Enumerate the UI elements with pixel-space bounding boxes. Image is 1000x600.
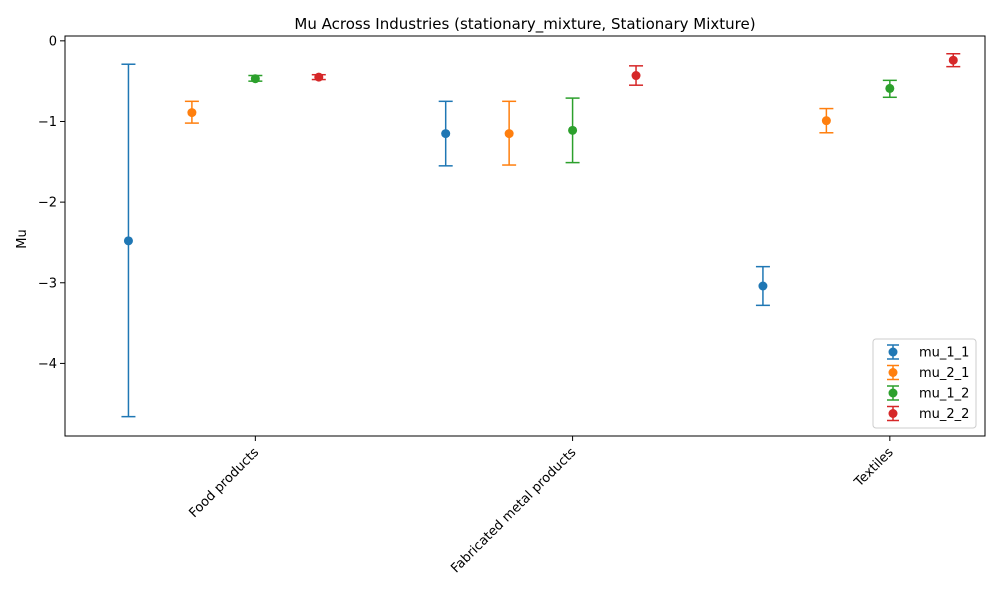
chart-title: Mu Across Industries (stationary_mixture…: [294, 15, 755, 34]
legend: mu_1_1 mu_2_1 mu_1_2 mu_2_2: [872, 338, 977, 429]
point-mu_1_1-0: [123, 236, 133, 246]
x-tick-label-2: Textiles: [851, 445, 897, 491]
x-tick-label-0: Food products: [186, 445, 262, 521]
legend-label-mu_2_1: mu_2_1: [919, 366, 969, 381]
point-mu_2_2-0: [314, 72, 324, 82]
point-mu_2_2-2: [948, 55, 958, 65]
legend-marker-mu_2_2: [888, 409, 898, 418]
y-tick-label-2: −2: [38, 196, 57, 211]
point-mu_2_1-0: [187, 108, 197, 118]
legend-label-mu_1_1: mu_1_1: [919, 346, 969, 361]
y-tick-label-0: 0: [49, 34, 57, 49]
legend-label-mu_1_2: mu_1_2: [919, 387, 969, 402]
y-tick-label-3: −3: [38, 276, 57, 291]
point-mu_1_1-2: [758, 281, 768, 291]
legend-marker-mu_2_1: [888, 368, 898, 377]
point-mu_2_1-2: [821, 116, 831, 126]
y-tick-label-1: −1: [38, 115, 57, 130]
point-mu_1_1-1: [441, 129, 451, 139]
y-axis-label: Mu: [15, 229, 30, 248]
plot-area: 0 −1 −2 −3 −4 Food products Fabricated metal p…: [38, 34, 986, 576]
legend-marker-mu_1_1: [888, 347, 898, 357]
legend-label-mu_2_2: mu_2_2: [919, 407, 969, 422]
point-mu_2_2-1: [631, 71, 641, 81]
y-tick-label-4: −4: [38, 357, 57, 372]
point-mu_1_2-0: [250, 74, 260, 84]
point-mu_1_2-1: [568, 125, 578, 135]
point-mu_2_1-1: [504, 129, 514, 139]
point-mu_1_2-2: [885, 83, 895, 93]
legend-marker-mu_1_2: [888, 388, 898, 398]
x-tick-label-1: Fabricated metal products: [448, 445, 579, 576]
plot-frame: [64, 35, 986, 437]
